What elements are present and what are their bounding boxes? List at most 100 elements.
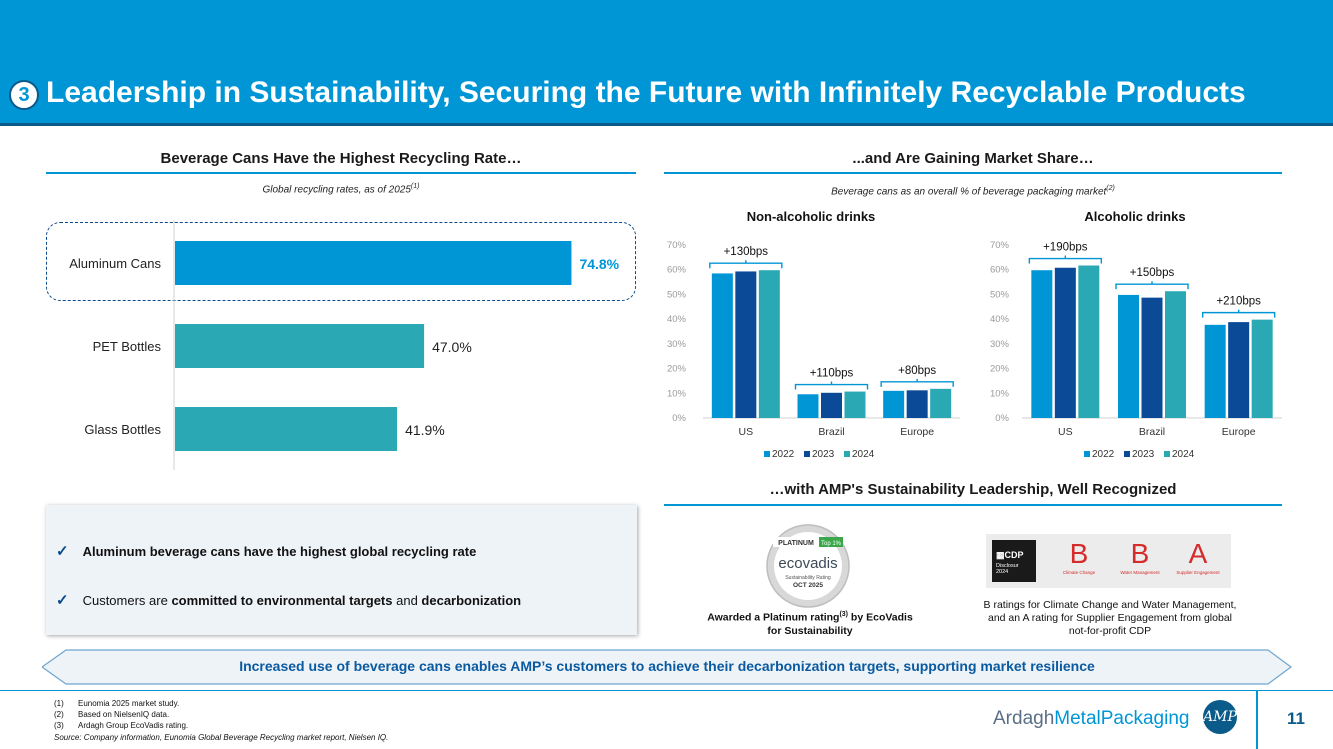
category-label: Glass Bottles [84, 422, 161, 437]
footer-rule [0, 690, 1333, 691]
left-section-heading: Beverage Cans Have the Highest Recycling… [160, 150, 522, 167]
legend-swatch-2023 [804, 451, 810, 457]
legend-label: 2022 [1092, 449, 1115, 460]
legend-label: 2022 [772, 449, 795, 460]
bar-us-2023 [1054, 267, 1076, 418]
y-tick-label: 30% [990, 339, 1010, 350]
right-chart-subtitle: Beverage cans as an overall % of beverag… [831, 185, 1115, 198]
key-point-2: ✓ Customers are committed to environmenta… [56, 592, 522, 609]
right-section-heading: ...and Are Gaining Market Share… [852, 150, 1094, 167]
left-section-rule [46, 172, 636, 174]
bar-aluminum-cans [175, 241, 572, 285]
bar-europe-2023 [906, 390, 928, 418]
bar-brazil-2024 [844, 391, 866, 418]
category-label: Aluminum Cans [69, 256, 161, 271]
check-icon: ✓ [56, 592, 69, 609]
x-tick-label: Europe [1222, 426, 1256, 438]
y-tick-label: 30% [667, 339, 687, 350]
cdp-grade-supplier: A [1188, 538, 1208, 569]
legend-swatch-2024 [1164, 451, 1170, 457]
cdp-logo: ▦CDP Disclosur 2024 [992, 540, 1036, 582]
cdp-brand-text: ▦CDP [996, 550, 1024, 560]
ecovadis-logo-text: ecovadis [778, 555, 837, 572]
y-tick-label: 50% [667, 289, 687, 300]
bar-us-2024 [758, 270, 780, 418]
ecovadis-date-text: OCT 2025 [793, 582, 823, 589]
cdp-grade-climate-label: Climate Change [1062, 570, 1096, 575]
footer-divider [1256, 690, 1258, 749]
x-tick-label: Europe [900, 426, 934, 438]
company-logo-text: ArdaghMetalPackaging [993, 708, 1190, 729]
annotation-label: +210bps [1216, 296, 1261, 308]
bar-pet-bottles [175, 324, 425, 368]
y-tick-label: 60% [667, 265, 687, 276]
bar-brazil-2022 [797, 394, 819, 418]
header-bar [0, 0, 1333, 126]
y-tick-label: 40% [990, 314, 1010, 325]
annotation-bracket [1115, 281, 1189, 290]
legend-label: 2024 [1172, 449, 1195, 460]
key-point-1: ✓ Aluminum beverage cans have the highest… [56, 543, 477, 560]
bar-us-2024 [1078, 265, 1100, 418]
y-tick-label: 40% [667, 314, 687, 325]
page-title: Leadership in Sustainability, Securing t… [46, 76, 1246, 109]
legend-label: 2024 [852, 449, 875, 460]
left-chart-subtitle: Global recycling rates, as of 2025(1) [262, 183, 420, 196]
recycling-rate-chart: Aluminum Cans 74.8% PET Bottles 47.0% Glass … [69, 220, 620, 470]
chart-title: Non-alcoholic drinks [747, 209, 876, 224]
y-tick-label: 0% [995, 413, 1009, 424]
footnote-1: (1) Eunomia 2025 market study. [54, 699, 180, 708]
page-number: 11 [1287, 709, 1305, 728]
annotation-bracket [1028, 255, 1103, 264]
cdp-mark-icon: ▦ [996, 550, 1005, 560]
annotation-bracket [794, 381, 869, 390]
legend-label: 2023 [812, 449, 835, 460]
y-tick-label: 70% [667, 240, 687, 251]
y-tick-label: 60% [990, 265, 1010, 276]
cdp-grade-climate: B [1069, 538, 1089, 569]
banner-message: Increased use of beverage cans enables A… [239, 658, 1095, 674]
right-section-rule [664, 172, 1282, 174]
chart-title: Alcoholic drinks [1084, 209, 1185, 224]
bar-brazil-2022 [1118, 294, 1139, 418]
non-alcoholic-share-chart: Non-alcoholic drinks 0% 10% 20% 30% 40% 50% 60%… [667, 209, 960, 460]
legend-swatch-2023 [1124, 451, 1130, 457]
section-number-badge: 3 [9, 80, 39, 110]
legend-swatch-2022 [1084, 451, 1090, 457]
ecovadis-platinum-text: PLATINUM [778, 540, 814, 547]
y-tick-label: 10% [667, 388, 687, 399]
value-label: 41.9% [405, 422, 445, 438]
bar-brazil-2023 [821, 392, 842, 418]
bar-glass-bottles [175, 407, 398, 451]
cdp-grade-supplier-label: Supplier Engagement [1176, 570, 1220, 575]
value-label: 74.8% [579, 256, 619, 272]
check-icon: ✓ [56, 543, 69, 560]
amp-monogram-icon: AMP [1203, 700, 1237, 734]
y-tick-label: 20% [667, 364, 687, 375]
recognition-rule [664, 504, 1282, 506]
bar-europe-2022 [883, 390, 905, 418]
ecovadis-rating-text: Sustainability Rating [785, 575, 831, 581]
annotation-label: +150bps [1130, 267, 1175, 279]
bar-brazil-2024 [1165, 291, 1186, 418]
cdp-caption: B ratings for Climate Change and Water M… [983, 599, 1237, 637]
legend-label: 2023 [1132, 449, 1155, 460]
category-label: PET Bottles [93, 339, 162, 354]
cdp-ratings-card: ▦CDP Disclosur 2024 B Climate Change B Wa… [986, 534, 1231, 588]
bar-us-2022 [711, 273, 733, 418]
x-tick-label: US [739, 426, 754, 438]
ecovadis-medal-icon: PLATINUM Top 1% ecovadis Sustainability … [766, 524, 850, 608]
aluminum-highlight-box [46, 222, 636, 301]
footnote-source: Source: Company information, Eunomia Glo… [54, 733, 389, 742]
x-tick-label: Brazil [818, 426, 844, 438]
ecovadis-top-tag: Top 1% [821, 541, 842, 547]
annotation-bracket [1201, 309, 1276, 318]
annotation-bracket [880, 378, 954, 387]
annotation-label: +110bps [810, 368, 854, 380]
bar-europe-2023 [1228, 322, 1250, 418]
bar-europe-2022 [1204, 324, 1226, 418]
header-underline [0, 123, 1333, 126]
cdp-grade-water: B [1130, 538, 1150, 569]
x-tick-label: US [1058, 426, 1073, 438]
x-tick-label: Brazil [1139, 426, 1165, 438]
